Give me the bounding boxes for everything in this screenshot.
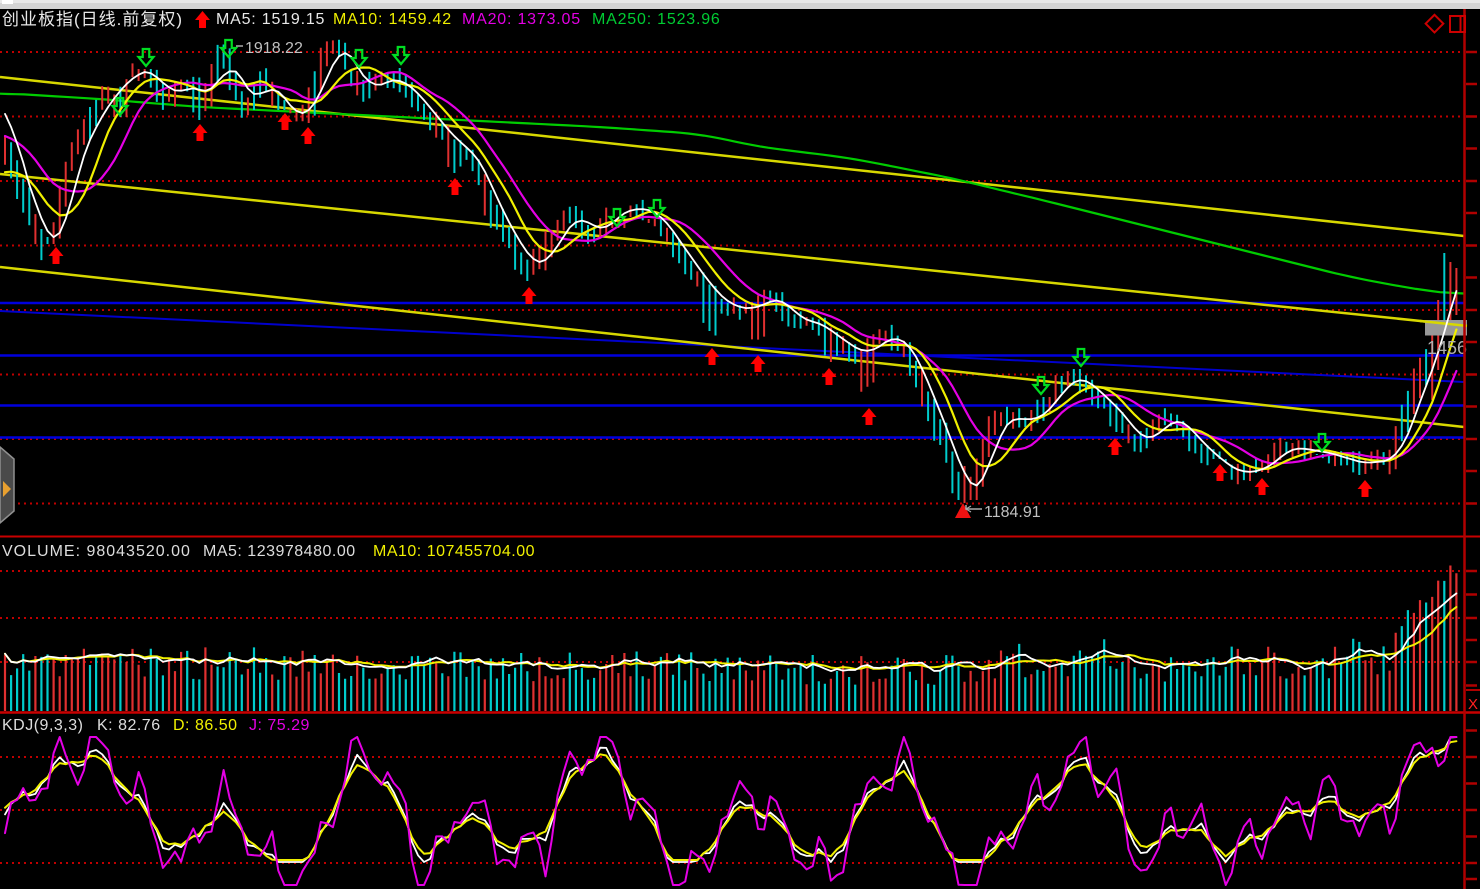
svg-text:D: 86.50: D: 86.50 [173,717,237,734]
svg-text:J: 75.29: J: 75.29 [249,717,310,734]
svg-text:1456: 1456 [1427,338,1467,358]
svg-text:K: 82.76: K: 82.76 [97,717,161,734]
svg-text:MA20: 1373.05: MA20: 1373.05 [462,11,581,28]
svg-text:1918.22: 1918.22 [245,40,303,57]
svg-text:X: X [1468,696,1478,713]
svg-text:MA250: 1523.96: MA250: 1523.96 [592,11,721,28]
svg-text:创业板指(日线.前复权): 创业板指(日线.前复权) [2,10,183,29]
svg-text:1184.91: 1184.91 [984,504,1041,521]
svg-text:MA10: 107455704.00: MA10: 107455704.00 [373,543,535,560]
svg-text:MA5: 123978480.00: MA5: 123978480.00 [203,543,356,560]
svg-text:VOLUME: 98043520.00: VOLUME: 98043520.00 [2,543,191,560]
svg-text:MA10: 1459.42: MA10: 1459.42 [333,11,452,28]
svg-text:MA5: 1519.15: MA5: 1519.15 [216,11,325,28]
svg-text:KDJ(9,3,3): KDJ(9,3,3) [2,717,83,734]
